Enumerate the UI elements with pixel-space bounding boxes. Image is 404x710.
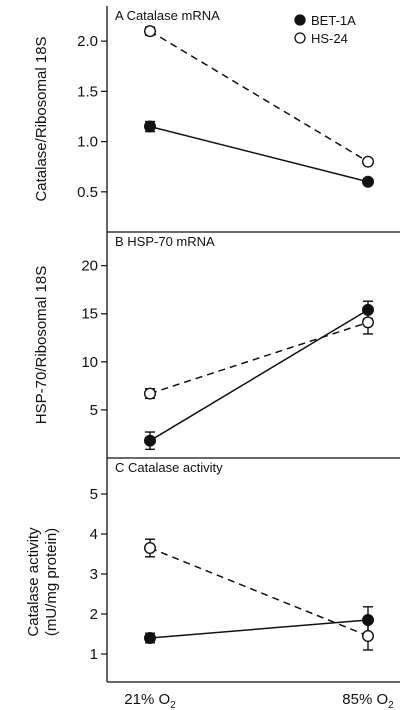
x-tick-label-subscript: 2 (170, 700, 176, 710)
series-line-bet-1a (149, 619, 369, 639)
y-tick-label: 3 (90, 566, 98, 583)
data-point-bet-1a (143, 120, 156, 133)
y-tick-label: 15 (81, 306, 98, 323)
series-line-hs-24 (149, 30, 369, 163)
data-point-hs-24 (362, 630, 375, 643)
y-tick-label: 5 (90, 402, 98, 419)
data-point-hs-24 (143, 542, 156, 555)
data-point-hs-24 (362, 316, 375, 329)
panel-title: C Catalase activity (115, 460, 223, 475)
y-tick-label: 4 (90, 526, 98, 543)
series-line-bet-1a (149, 309, 369, 442)
legend-label: HS-24 (311, 31, 348, 46)
panel-title: A Catalase mRNA (115, 8, 220, 23)
x-tick-label-subscript: 2 (388, 700, 394, 710)
legend-label: BET-1A (311, 13, 356, 28)
series-line-hs-24 (149, 547, 369, 637)
y-axis-label-line-2: (mU/mg protein) (43, 528, 60, 636)
data-point-hs-24 (362, 155, 375, 168)
y-axis-label: HSP-70/Ribosomal 18S (33, 266, 50, 424)
data-point-hs-24 (143, 25, 156, 38)
y-tick-label: 20 (81, 258, 98, 275)
data-point-hs-24 (143, 387, 156, 400)
y-tick-label: 0.5 (77, 184, 98, 201)
x-tick-label: 85% O2 (342, 691, 394, 710)
y-axis-label-line-1: Catalase activity (25, 527, 42, 637)
y-tick-label: 2 (90, 606, 98, 623)
data-point-bet-1a (362, 175, 375, 188)
y-tick-label: 10 (81, 354, 98, 371)
x-tick-label-main: 21% O (124, 691, 170, 708)
y-tick-label: 1.5 (77, 83, 98, 100)
data-point-bet-1a (143, 632, 156, 645)
panel-title: B HSP-70 mRNA (115, 234, 215, 249)
series-line-bet-1a (149, 125, 369, 183)
y-tick-label: 2.0 (77, 33, 98, 50)
y-tick-label: 5 (90, 486, 98, 503)
legend-marker-bet-1a (294, 14, 306, 26)
legend-marker-hs-24 (294, 32, 306, 44)
data-point-bet-1a (143, 434, 156, 447)
y-tick-label: 1.0 (77, 134, 98, 151)
y-axis-label: Catalase/Ribosomal 18S (33, 36, 50, 201)
x-tick-label-main: 85% O (342, 691, 388, 708)
x-tick-label: 21% O2 (124, 691, 176, 710)
series-line-hs-24 (149, 321, 369, 395)
y-tick-label: 1 (90, 646, 98, 663)
